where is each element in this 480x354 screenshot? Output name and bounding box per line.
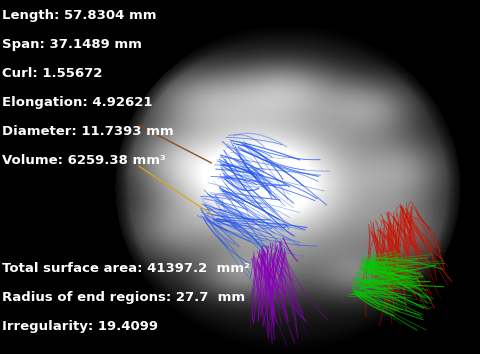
Text: Curl: 1.55672: Curl: 1.55672 — [2, 67, 103, 80]
Text: Volume: 6259.38 mm³: Volume: 6259.38 mm³ — [2, 154, 166, 167]
Text: Length: 57.8304 mm: Length: 57.8304 mm — [2, 9, 157, 22]
Text: Elongation: 4.92621: Elongation: 4.92621 — [2, 96, 153, 109]
Text: Radius of end regions: 27.7  mm: Radius of end regions: 27.7 mm — [2, 291, 246, 304]
Text: Irregularity: 19.4099: Irregularity: 19.4099 — [2, 320, 158, 333]
Text: Diameter: 11.7393 mm: Diameter: 11.7393 mm — [2, 125, 174, 138]
Text: Span: 37.1489 mm: Span: 37.1489 mm — [2, 38, 142, 51]
Text: Total surface area: 41397.2  mm²: Total surface area: 41397.2 mm² — [2, 262, 250, 275]
